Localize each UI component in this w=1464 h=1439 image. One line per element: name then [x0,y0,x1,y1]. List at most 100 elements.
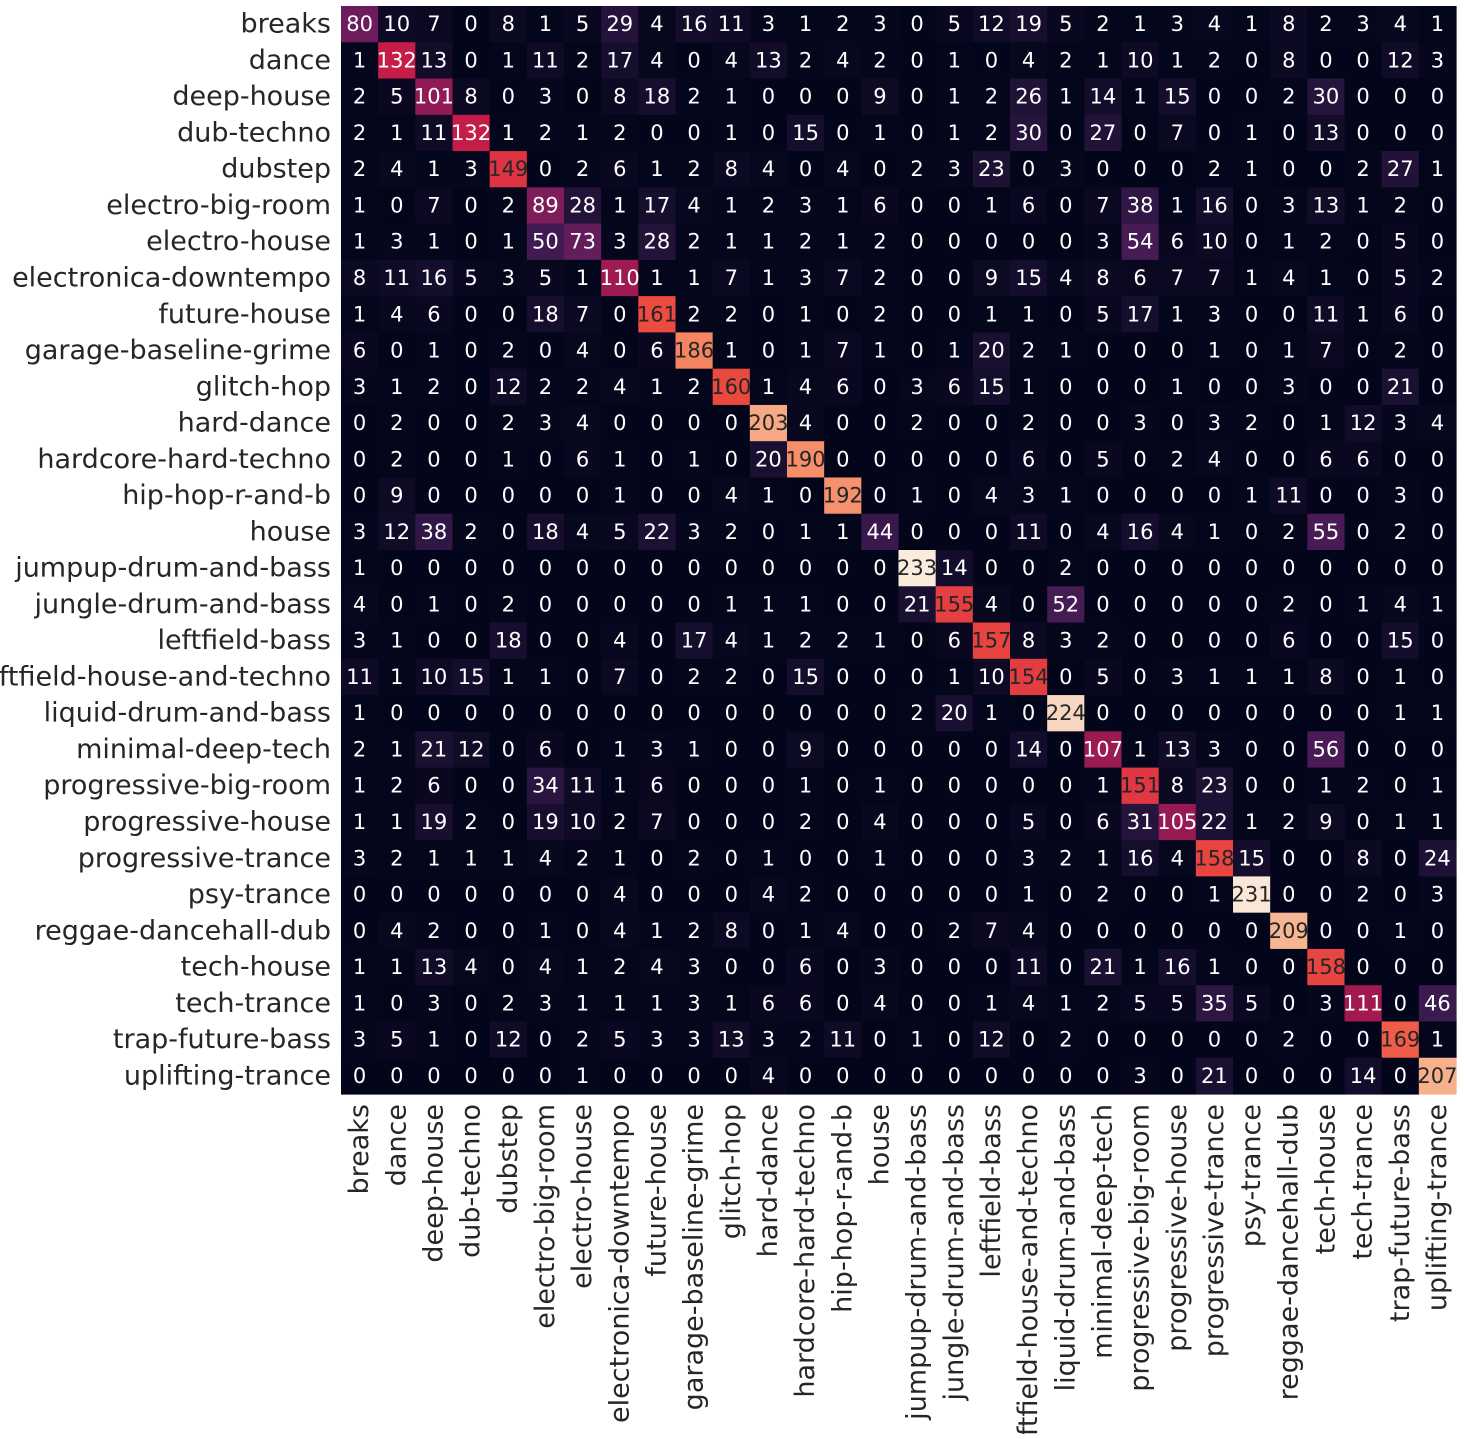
cell-value-label: 0 [725,846,738,870]
cell-value-label: 0 [948,810,961,834]
heatmap-cell [1195,1057,1234,1095]
heatmap-cell [1047,622,1085,660]
cell-value-label: 2 [1282,520,1295,544]
heatmap-cell [526,912,565,950]
cell-value-label: 44 [867,520,894,544]
cell-value-label: 13 [421,48,448,72]
cell-value-label: 5 [1394,230,1407,254]
cell-value-label: 2 [1282,810,1295,834]
heatmap-cell [1381,259,1420,297]
cell-value-label: 10 [569,810,596,834]
heatmap-cell [1195,368,1234,406]
heatmap-cell [712,78,751,116]
cell-value-label: 2 [502,193,515,217]
row-tick-label: liquid-drum-and-bass [44,698,331,729]
cell-value-label: 0 [1356,520,1369,544]
cell-value-label: 4 [687,193,700,217]
cell-value-label: 0 [873,157,886,181]
heatmap-cell [1233,767,1271,805]
heatmap-cell [1270,985,1308,1023]
cell-value-label: 5 [1171,991,1184,1015]
heatmap-cell [675,731,714,769]
cell-value-label: 6 [1171,230,1184,254]
cell-value-label: 4 [390,157,403,181]
cell-value-label: 21 [1201,1064,1228,1088]
heatmap-cell [749,296,788,333]
cell-value-label: 16 [1164,955,1191,979]
cell-value-label: 1 [799,12,812,36]
heatmap-cell [378,586,416,624]
cell-value-label: 3 [799,193,812,217]
cell-value-label: 2 [687,919,700,943]
heatmap-cell [1307,586,1346,624]
cell-value-label: 11 [1313,302,1340,326]
cell-value-label: 0 [502,774,515,798]
column-tick-label: leftfield-bass [976,1104,1007,1278]
cell-value-label: 0 [1319,883,1332,907]
cell-value-label: 10 [1201,230,1228,254]
heatmap-cell [898,912,937,950]
cell-value-label: 2 [1319,12,1332,36]
heatmap-cell [638,767,677,805]
cell-value-label: 0 [1319,375,1332,399]
cell-value-label: 2 [873,302,886,326]
heatmap-cell [787,912,825,950]
cell-value-label: 0 [427,629,440,653]
heatmap-cell [787,731,825,769]
heatmap-cell [564,296,602,333]
heatmap-cell [1195,404,1234,442]
cell-value-label: 209 [1269,919,1309,943]
cell-value-label: 0 [1394,447,1407,471]
cell-value-label: 0 [687,48,700,72]
cell-value-label: 3 [1208,302,1221,326]
heatmap-cell [1270,151,1308,188]
heatmap-cell [1233,332,1271,370]
heatmap-cell [489,658,528,696]
heatmap-cell [1010,550,1048,587]
cell-value-label: 0 [464,12,477,36]
heatmap-cell [1121,259,1160,297]
column-tick-label: hard-dance [753,1104,784,1257]
cell-value-label: 1 [502,846,515,870]
cell-value-label: 0 [762,919,775,943]
heatmap-cell [452,42,491,80]
heatmap-cell [972,695,1011,732]
cell-value-label: 0 [1356,339,1369,363]
heatmap-cell [526,840,565,877]
heatmap-cell [861,803,900,841]
heatmap-cell [898,876,937,914]
heatmap-cell [861,42,900,80]
heatmap-cell [1344,912,1383,950]
cell-value-label: 1 [1431,701,1444,725]
cell-value-label: 12 [1350,411,1377,435]
heatmap-cell [1381,912,1420,950]
column-tick-label: reggae-dancehall-dub [1273,1104,1304,1400]
heatmap-cell [1084,404,1123,442]
cell-value-label: 0 [985,447,998,471]
heatmap-cell [1418,151,1457,188]
heatmap-cell [1158,151,1197,188]
cell-value-label: 1 [1022,375,1035,399]
heatmap-cell [452,1021,491,1059]
cell-value-label: 0 [910,302,923,326]
heatmap-cell [415,404,454,442]
row-tick-label: dance [249,45,331,76]
heatmap-cell [1047,658,1085,696]
heatmap-cell [1344,767,1383,805]
heatmap-cell [1307,223,1346,261]
cell-value-label: 0 [1282,991,1295,1015]
cell-value-label: 0 [427,411,440,435]
cell-value-label: 52 [1052,592,1079,616]
heatmap-cell [824,332,862,370]
heatmap-cell [1233,731,1271,769]
heatmap-cell [489,1021,528,1059]
cell-value-label: 2 [1208,157,1221,181]
heatmap-cell [1195,1021,1234,1059]
heatmap-cell [861,441,900,479]
heatmap-cell [749,840,788,877]
cell-value-label: 1 [1208,339,1221,363]
cell-value-label: 4 [1171,846,1184,870]
heatmap-cell [861,622,900,660]
cell-value-label: 1 [1096,774,1109,798]
heatmap-cell [1010,477,1048,515]
